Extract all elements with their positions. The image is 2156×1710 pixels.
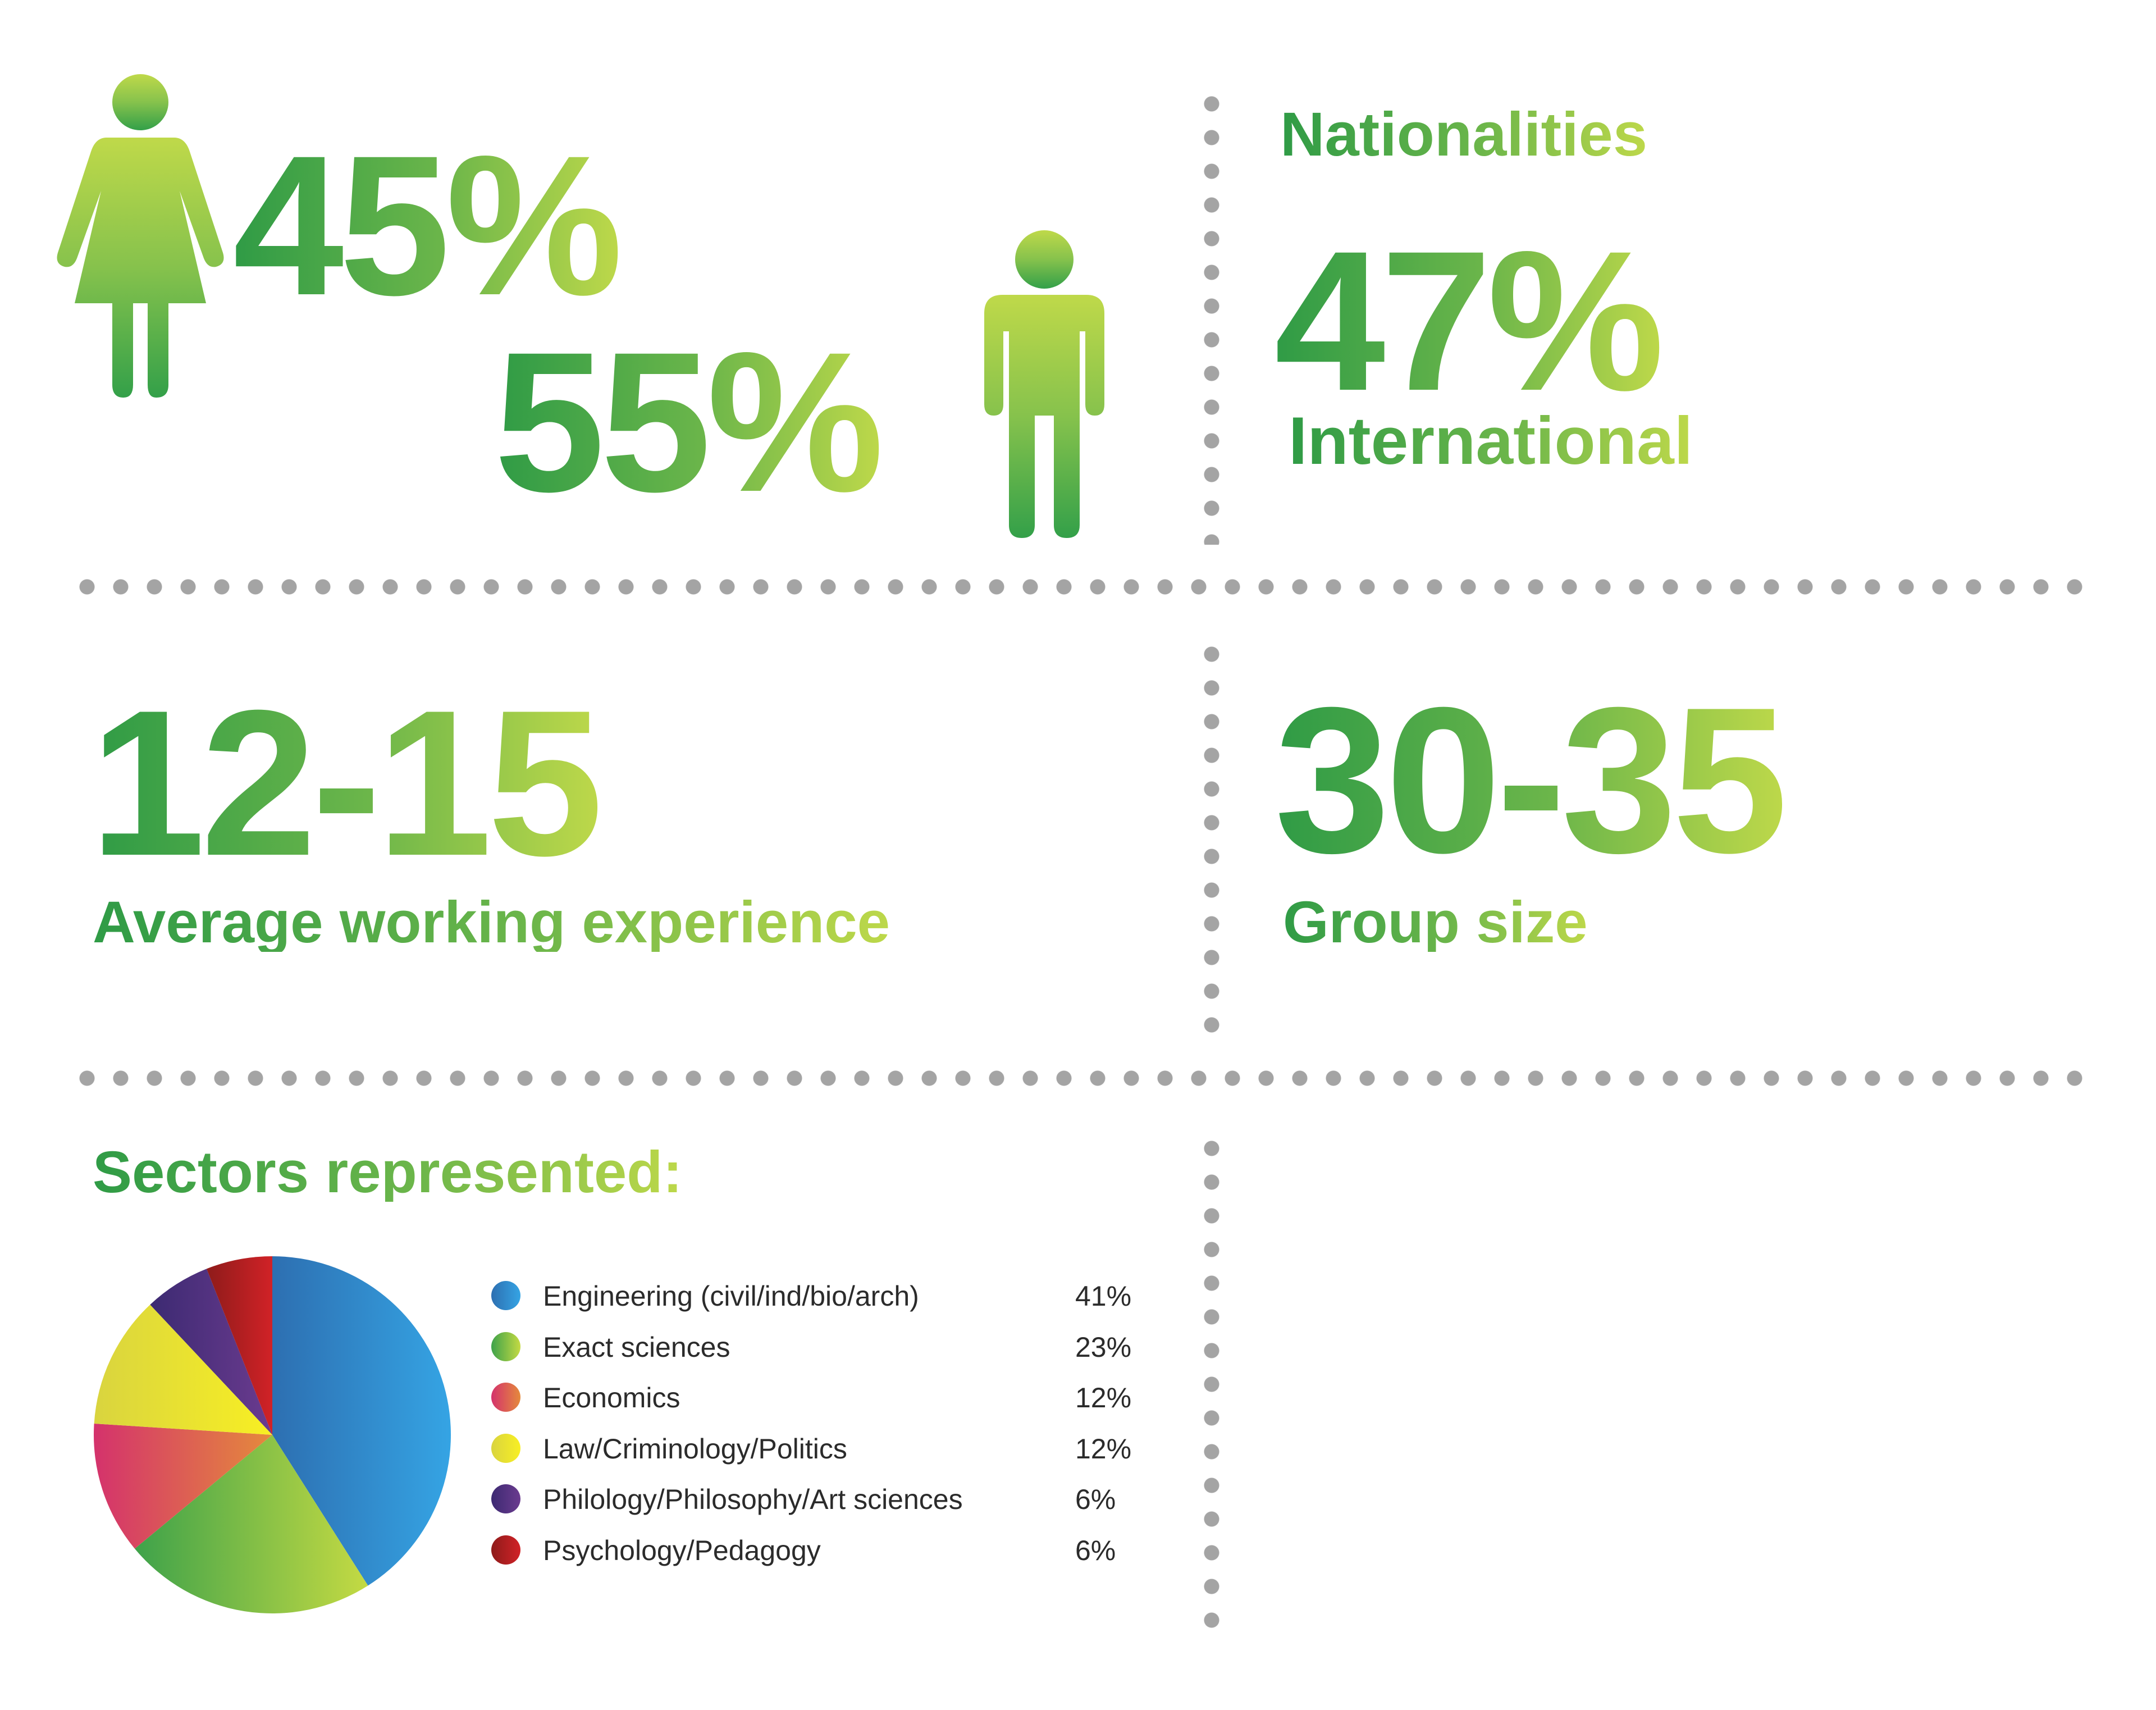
pie-slice-2 <box>134 1435 368 1613</box>
legend-label-5: Philology/Philosophy/Art sciences <box>543 1484 963 1515</box>
legend-swatch-1 <box>491 1281 520 1310</box>
legend-value-6: 6% <box>1075 1534 1116 1566</box>
legend-value-3: 12% <box>1075 1382 1132 1413</box>
pie-slice-3 <box>94 1424 273 1549</box>
group-size-value: 30-35 <box>1275 664 1788 896</box>
legend-swatch-6 <box>491 1535 520 1565</box>
legend-swatch-2 <box>491 1331 520 1361</box>
vertical-divider-bottom <box>1203 1132 1220 1629</box>
legend-swatch-3 <box>491 1383 520 1412</box>
international-percentage: 47% <box>1275 210 1665 432</box>
legend-label-1: Engineering (civil/ind/bio/arch) <box>543 1280 919 1312</box>
male-percentage: 55% <box>494 311 884 533</box>
legend-swatch-4 <box>491 1433 520 1463</box>
legend-value-4: 12% <box>1075 1433 1132 1465</box>
male-person-icon <box>984 230 1104 538</box>
sectors-title: Sectors represented: <box>93 1139 683 1205</box>
pie-slice-4 <box>94 1305 272 1435</box>
experience-value: 12-15 <box>90 667 603 899</box>
legend-label-3: Economics <box>543 1382 680 1413</box>
pie-slice-5 <box>150 1269 272 1435</box>
nationalities-title: Nationalities <box>1280 100 1648 169</box>
experience-label: Average working experience <box>93 890 890 955</box>
legend-value-2: 23% <box>1075 1331 1132 1363</box>
legend-value-5: 6% <box>1075 1484 1116 1515</box>
horizontal-divider-2 <box>70 1070 2091 1087</box>
pie-slice-1 <box>272 1256 451 1586</box>
legend-swatch-5 <box>491 1484 520 1513</box>
legend-label-2: Exact sciences <box>543 1331 730 1363</box>
group-size-label: Group size <box>1283 890 1588 955</box>
female-percentage: 45% <box>233 115 623 337</box>
international-label: International <box>1289 403 1693 478</box>
pie-slice-6 <box>206 1256 272 1435</box>
vertical-divider-top <box>1203 87 1220 545</box>
horizontal-divider-1 <box>70 578 2091 595</box>
vertical-divider-middle <box>1203 637 1220 1039</box>
legend-label-6: Psychology/Pedagogy <box>543 1534 821 1566</box>
female-person-icon <box>57 74 224 398</box>
legend-label-4: Law/Criminology/Politics <box>543 1433 847 1465</box>
sectors-pie-chart <box>94 1256 451 1613</box>
legend-value-1: 41% <box>1075 1280 1132 1312</box>
